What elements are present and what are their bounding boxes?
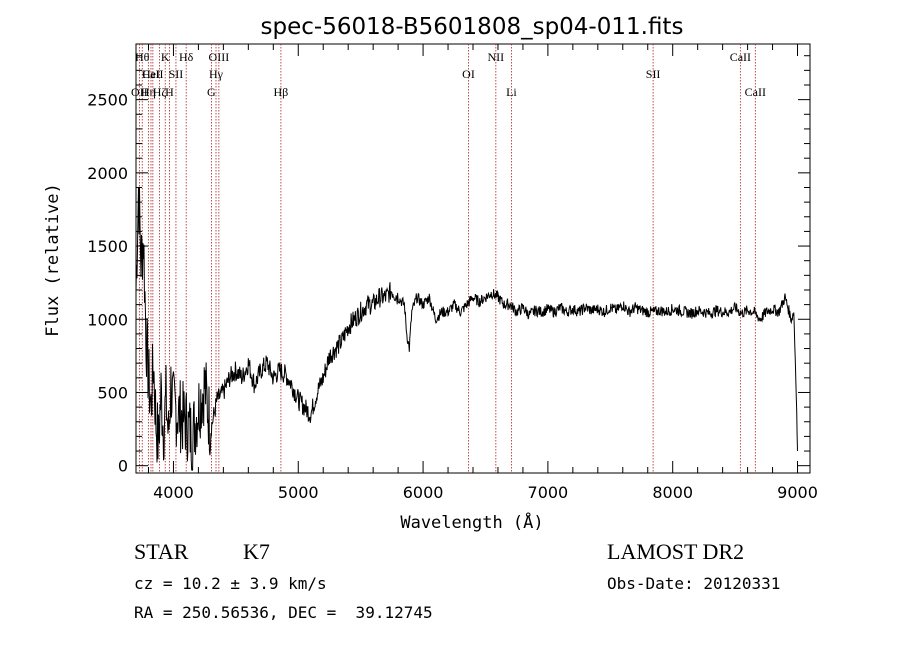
line-label: H bbox=[165, 85, 174, 99]
line-label: K bbox=[161, 50, 170, 64]
line-label: HeI bbox=[142, 67, 160, 81]
line-label: CaII bbox=[745, 85, 766, 99]
x-tick-label: 9000 bbox=[777, 483, 818, 502]
line-label: Hβ bbox=[274, 85, 289, 99]
line-label: Hη bbox=[141, 85, 156, 99]
survey-name: LAMOST DR2 bbox=[607, 539, 745, 564]
line-label: Li bbox=[506, 85, 517, 99]
y-tick-label: 1500 bbox=[87, 237, 128, 256]
subclass: K7 bbox=[243, 539, 270, 564]
x-tick-label: 7000 bbox=[528, 483, 569, 502]
y-tick-label: 1000 bbox=[87, 310, 128, 329]
x-tick-label: 8000 bbox=[652, 483, 693, 502]
y-tick-label: 500 bbox=[97, 383, 128, 402]
y-tick-label: 0 bbox=[118, 457, 128, 476]
line-label: OI bbox=[462, 67, 475, 81]
line-label: CaII bbox=[730, 50, 751, 64]
redshift-text: cz = 10.2 ± 3.9 km/s bbox=[134, 574, 327, 593]
coordinates: RA = 250.56536, DEC = 39.12745 bbox=[134, 603, 433, 622]
line-label: OIII bbox=[209, 50, 230, 64]
chart-title: spec-56018-B5601808_sp04-011.fits bbox=[261, 14, 684, 40]
plot-frame bbox=[135, 43, 811, 474]
x-axis: 4000 5000 6000 7000 8000 9000 bbox=[147, 44, 818, 502]
line-label: SII bbox=[646, 67, 661, 81]
object-class: STAR bbox=[134, 539, 189, 564]
line-label: G bbox=[207, 85, 216, 99]
line-label: Hδ bbox=[179, 50, 194, 64]
line-label: CaII bbox=[142, 67, 163, 81]
spectral-line-markers bbox=[138, 44, 756, 473]
y-tick-label: 2000 bbox=[87, 164, 128, 183]
y-tick-label: 2500 bbox=[87, 91, 128, 110]
line-label: NII bbox=[488, 50, 505, 64]
x-tick-label: 5000 bbox=[278, 483, 319, 502]
line-label: OII bbox=[131, 85, 148, 99]
obs-date: Obs-Date: 20120331 bbox=[607, 574, 781, 593]
spectral-line-labels: OIIHθHηHeICaIIHζKHSIIHδGHγOIIIHβOINIILiS… bbox=[131, 50, 766, 99]
x-tick-label: 6000 bbox=[403, 483, 444, 502]
x-axis-label: Wavelength (Å) bbox=[400, 511, 543, 533]
y-axis-label: Flux (relative) bbox=[43, 183, 63, 337]
line-label: SII bbox=[169, 67, 184, 81]
line-label: Hθ bbox=[135, 50, 150, 64]
flux-series-line bbox=[135, 186, 798, 471]
line-label: Hζ bbox=[153, 85, 167, 99]
line-label: Hγ bbox=[209, 67, 224, 81]
y-axis: 0 500 1000 1500 2000 2500 bbox=[87, 55, 810, 476]
x-tick-label: 4000 bbox=[153, 483, 194, 502]
